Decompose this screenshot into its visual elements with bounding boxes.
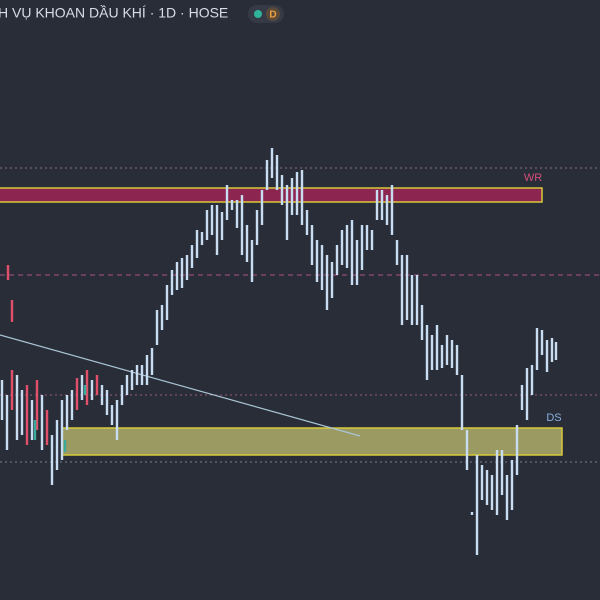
chart-title: H VỤ KHOAN DẦU KHÍ · 1D · HOSE <box>0 5 228 21</box>
zone-label: WR <box>524 172 542 184</box>
zone-label: DS <box>546 412 561 424</box>
price-bars-up <box>33 385 87 452</box>
badge-label: D <box>269 10 276 21</box>
price-bars <box>0 148 558 555</box>
price-bars-down <box>6 265 99 445</box>
level-lines <box>0 167 600 463</box>
support-zone <box>61 427 563 456</box>
badge-circle <box>266 7 280 21</box>
resistance-zone <box>0 187 543 203</box>
trend-line <box>0 334 361 437</box>
status-dot <box>254 10 262 18</box>
